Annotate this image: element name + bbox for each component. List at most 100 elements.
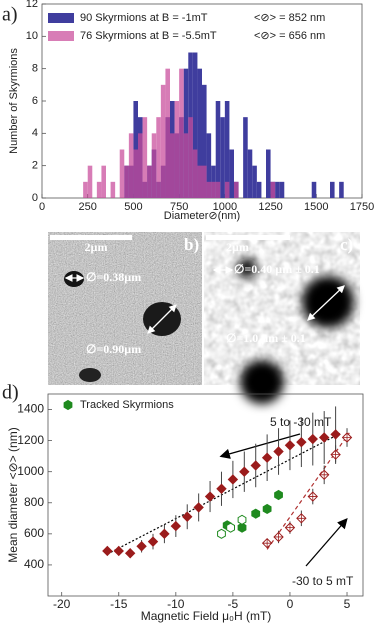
bar bbox=[151, 133, 157, 198]
image-c: 2µm c) ∅=0.40 µm ± 0.1 ∅=1.0 µm ± 0.1 bbox=[204, 232, 360, 404]
y-tick-label: 400 bbox=[24, 557, 44, 571]
bar bbox=[256, 181, 262, 198]
legend-swatch bbox=[48, 31, 74, 41]
arrow bbox=[305, 518, 348, 567]
point bbox=[296, 436, 307, 448]
point bbox=[113, 545, 124, 557]
x-tick-label: 0 bbox=[39, 201, 45, 213]
x-tick-label: 0 bbox=[287, 597, 294, 611]
bar bbox=[179, 68, 184, 199]
point bbox=[147, 536, 159, 547]
point bbox=[124, 548, 136, 559]
y-tick-label: 600 bbox=[24, 526, 44, 540]
bar bbox=[147, 165, 152, 198]
diameter-label: ∅=0.38µm bbox=[86, 270, 141, 284]
scale-bar bbox=[206, 235, 290, 240]
bar bbox=[266, 149, 271, 198]
point bbox=[307, 433, 318, 445]
plot-frame bbox=[47, 393, 364, 597]
bar bbox=[119, 149, 125, 198]
image-b: 2µm b) ∅=0.38µm ∅=0.90µm bbox=[48, 232, 202, 385]
bar bbox=[197, 165, 202, 198]
bar bbox=[206, 181, 212, 198]
y-tick-label: 4 bbox=[32, 127, 38, 139]
fit-line bbox=[266, 432, 350, 550]
bar bbox=[215, 181, 221, 198]
bar bbox=[279, 181, 285, 198]
x-tick-label: -5 bbox=[228, 597, 239, 611]
point bbox=[182, 511, 193, 522]
x-tick-label: -15 bbox=[110, 597, 128, 611]
bar bbox=[138, 133, 143, 198]
bar bbox=[165, 68, 170, 199]
point bbox=[102, 545, 113, 557]
x-tick-label: 5 bbox=[344, 597, 351, 611]
legend-label: 76 Skyrmions at B = -5.5mT bbox=[80, 30, 217, 42]
bar bbox=[124, 165, 129, 198]
arrow bbox=[219, 433, 301, 459]
y-tick-label: 8 bbox=[32, 63, 38, 75]
bar bbox=[234, 181, 239, 198]
panel-label: b) bbox=[184, 235, 199, 254]
point bbox=[193, 502, 204, 513]
point-cross bbox=[331, 450, 340, 459]
x-tick-label: 1000 bbox=[213, 201, 237, 213]
diameter-label: ∅=0.90µm bbox=[86, 342, 141, 356]
point bbox=[318, 432, 330, 443]
point bbox=[159, 528, 170, 540]
point bbox=[239, 466, 250, 477]
y-tick-label: 2 bbox=[32, 160, 38, 172]
point bbox=[204, 491, 216, 502]
bar bbox=[215, 101, 221, 198]
series bbox=[83, 68, 276, 199]
annotation: -30 to 5 mT bbox=[292, 574, 354, 588]
scale-bar bbox=[50, 235, 132, 240]
point bbox=[136, 541, 147, 552]
x-tick-label: 250 bbox=[79, 201, 97, 213]
y-tick-label: 12 bbox=[26, 0, 38, 10]
point bbox=[330, 429, 341, 440]
point-cross bbox=[285, 523, 294, 532]
y-tick-label: 0 bbox=[32, 192, 38, 204]
y-tick-label: 800 bbox=[24, 495, 44, 509]
x-tick-label: 500 bbox=[124, 201, 142, 213]
bar bbox=[220, 117, 225, 198]
x-tick-label: -10 bbox=[167, 597, 185, 611]
x-tick-label: 1500 bbox=[304, 201, 328, 213]
skyrmion bbox=[64, 271, 84, 287]
bar bbox=[110, 181, 116, 198]
bar bbox=[211, 181, 216, 198]
x-tick-label: 1250 bbox=[258, 201, 282, 213]
point-cross bbox=[297, 514, 306, 523]
x-axis-title: Magnetic Field μ₀H (mT) bbox=[141, 609, 272, 623]
legend-label: 90 Skyrmions at B = -1mT bbox=[80, 12, 208, 24]
point-cross bbox=[343, 433, 352, 442]
y-tick-label: 1000 bbox=[17, 464, 44, 478]
point bbox=[261, 452, 273, 463]
bar bbox=[206, 133, 212, 198]
arrow bbox=[147, 304, 177, 334]
bar bbox=[188, 117, 193, 198]
bar bbox=[224, 181, 230, 198]
point-cross bbox=[274, 532, 283, 541]
point-cross bbox=[263, 539, 272, 548]
panel-label: a) bbox=[2, 4, 18, 26]
bar bbox=[202, 84, 207, 198]
point-cross bbox=[308, 492, 317, 501]
point bbox=[251, 508, 261, 519]
diameter-label: ∅=1.0 µm ± 0.1 bbox=[226, 331, 306, 345]
diameter-label: ∅=0.40 µm ± 0.1 bbox=[234, 262, 320, 276]
point bbox=[274, 489, 283, 501]
panel-label: d) bbox=[2, 382, 19, 404]
bar bbox=[174, 101, 180, 198]
scale-label: 2µm bbox=[226, 240, 249, 254]
y-tick-label: 1400 bbox=[17, 402, 44, 416]
arrow bbox=[307, 285, 345, 321]
bar bbox=[224, 101, 230, 198]
bar bbox=[170, 133, 175, 198]
y-axis-title: Number of Skyrmions bbox=[8, 48, 20, 154]
point bbox=[217, 528, 226, 539]
y-tick-label: 1200 bbox=[17, 433, 44, 447]
point bbox=[237, 514, 247, 525]
